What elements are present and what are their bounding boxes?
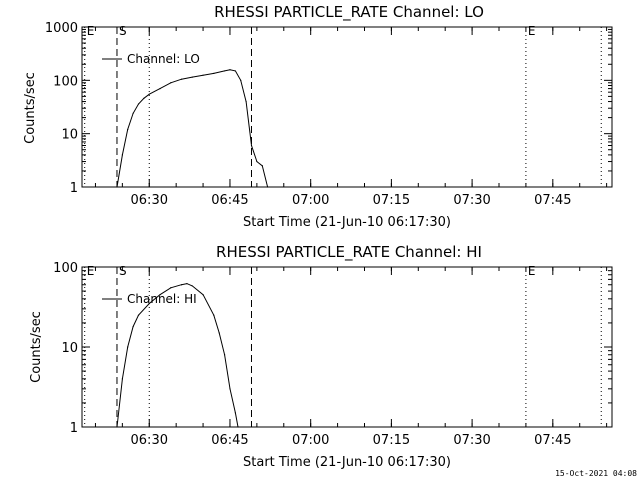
y-tick-label: 100 [53, 74, 78, 89]
x-tick-label: 07:30 [453, 193, 490, 208]
y-tick-label: 1 [70, 181, 78, 196]
y-tick-label: 10 [61, 128, 78, 143]
x-tick-label: 07:00 [292, 193, 329, 208]
data-point [170, 82, 172, 84]
marker-label: E [87, 24, 95, 38]
data-point [240, 79, 242, 81]
data-point [116, 186, 118, 188]
data-point [267, 186, 269, 188]
y-tick-label: 100 [53, 261, 78, 276]
x-tick-label: 07:15 [373, 193, 410, 208]
x-tick-label: 07:45 [534, 193, 571, 208]
data-point [148, 302, 150, 305]
data-point [148, 93, 150, 95]
data-point [127, 346, 129, 348]
x-tick-label: 06:45 [211, 193, 248, 208]
data-point [250, 144, 253, 147]
x-tick-label: 07:45 [534, 433, 571, 448]
data-point [234, 70, 236, 72]
data-point [180, 284, 183, 286]
chart-title: RHESSI PARTICLE_RATE Channel: LO [214, 3, 484, 22]
series-line [116, 69, 269, 188]
data-point [234, 412, 236, 414]
data-point [132, 325, 134, 328]
marker-label: E [528, 24, 536, 38]
series-line [116, 283, 239, 428]
data-point [213, 72, 215, 74]
y-axis-label: Counts/sec [23, 72, 38, 144]
data-point [218, 332, 220, 334]
data-point [159, 87, 161, 90]
data-point [180, 78, 183, 80]
chart-title: RHESSI PARTICLE_RATE Channel: HI [216, 243, 482, 262]
data-point [137, 103, 140, 105]
y-tick-label: 1 [70, 421, 78, 436]
x-tick-label: 06:30 [131, 193, 168, 208]
x-axis-label: Start Time (21-Jun-10 06:17:30) [243, 455, 451, 470]
x-tick-label: 06:30 [131, 433, 168, 448]
data-point [191, 285, 193, 287]
data-point [229, 69, 231, 71]
data-point [237, 426, 239, 428]
y-tick-label: 1000 [45, 21, 78, 36]
marker-label: E [87, 264, 95, 278]
data-point [223, 354, 226, 356]
data-point [159, 294, 161, 296]
y-axis-label: Counts/sec [29, 311, 44, 383]
data-point [127, 128, 129, 131]
marker-label: S [119, 264, 127, 278]
data-point [121, 378, 123, 380]
chart-panel-lo: RHESSI PARTICLE_RATE Channel: LO Start T… [23, 3, 613, 230]
legend-label: Channel: LO [127, 52, 200, 66]
data-point [202, 294, 204, 296]
x-tick-label: 07:15 [373, 433, 410, 448]
data-point [202, 74, 204, 76]
data-point [191, 76, 193, 78]
plot-frame [81, 26, 613, 188]
marker-label: S [119, 24, 127, 38]
legend-label: Channel: HI [127, 292, 197, 306]
x-tick-label: 07:30 [453, 433, 490, 448]
x-tick-label: 06:45 [211, 433, 248, 448]
data-point [170, 287, 172, 289]
data-point [223, 70, 226, 72]
timestamp-stamp: 15-Oct-2021 04:08 [555, 469, 637, 478]
marker-label: E [528, 264, 536, 278]
y-tick-label: 10 [61, 341, 78, 356]
data-point [116, 426, 118, 428]
data-point [137, 314, 140, 316]
data-point [143, 97, 145, 99]
data-point [245, 100, 247, 103]
data-point [121, 154, 123, 156]
x-tick-label: 07:00 [292, 433, 329, 448]
data-point [186, 283, 188, 285]
data-point [213, 314, 215, 316]
data-point [229, 388, 231, 390]
chart-panel-hi: RHESSI PARTICLE_RATE Channel: HI Start T… [29, 243, 613, 470]
data-point [261, 165, 263, 167]
data-point [132, 112, 134, 114]
data-point [256, 160, 258, 163]
plot-frame [81, 266, 613, 428]
x-axis-label: Start Time (21-Jun-10 06:17:30) [243, 215, 451, 230]
